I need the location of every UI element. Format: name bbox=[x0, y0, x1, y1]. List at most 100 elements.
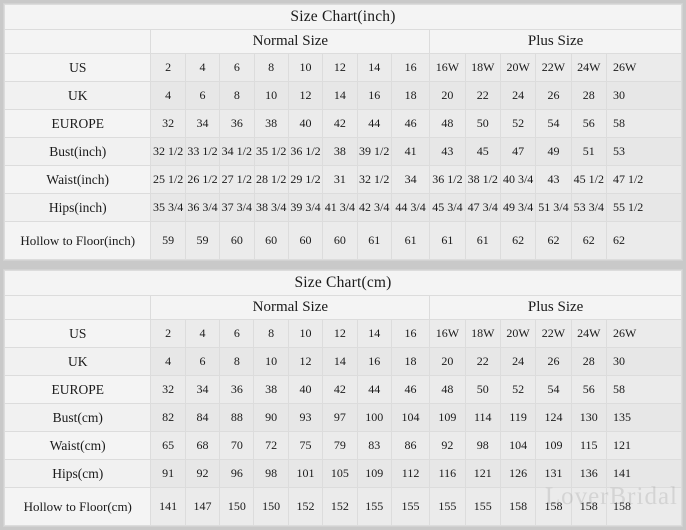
table-cell: 24 bbox=[499, 347, 537, 376]
group-header-blank bbox=[3, 295, 152, 320]
table-cell: 36 1/2 bbox=[287, 137, 324, 166]
table-cell: 30 bbox=[605, 81, 683, 110]
table-cell: 75 bbox=[287, 431, 324, 460]
table-cell: 47 3/4 bbox=[464, 193, 501, 222]
table-cell: 35 1/2 bbox=[253, 137, 289, 166]
table-row: Hollow to Floor(inch) 59 59 60 60 60 60 61 61 61 6… bbox=[3, 221, 683, 260]
row-label: Hips(cm) bbox=[3, 459, 152, 488]
table-cell: 150 bbox=[253, 487, 289, 526]
table-cell: 126 bbox=[499, 459, 537, 488]
table-row: Bust(cm) 82 84 88 90 93 97 100 104 109 114 119 124 13… bbox=[3, 403, 683, 432]
table-cell: 29 1/2 bbox=[287, 165, 324, 194]
table-cell: 35 3/4 bbox=[150, 193, 186, 222]
table-cell: 24W bbox=[570, 53, 607, 82]
table-cell: 4 bbox=[150, 347, 186, 376]
size-table-cm: Size Chart(cm) Normal Size Plus Size US 2 4 6 8… bbox=[3, 270, 683, 526]
table-cell: 62 bbox=[499, 221, 537, 260]
table-cell: 32 1/2 bbox=[150, 137, 186, 166]
row-label: US bbox=[3, 319, 152, 348]
table-cell: 37 3/4 bbox=[219, 193, 255, 222]
table-cell: 12 bbox=[322, 53, 358, 82]
table-cell: 50 bbox=[464, 109, 501, 138]
table-cell: 54 bbox=[535, 109, 572, 138]
table-cell: 86 bbox=[390, 431, 431, 460]
table-cell: 20W bbox=[499, 53, 537, 82]
group-header-row: Normal Size Plus Size bbox=[3, 295, 682, 320]
table-cell: 36 bbox=[219, 109, 255, 138]
size-chart-inch: Size Chart(inch) Normal Size Plus Size US 2 4… bbox=[3, 3, 683, 261]
table-cell: 20 bbox=[429, 81, 466, 110]
table-cell: 32 1/2 bbox=[356, 165, 392, 194]
table-cell: 56 bbox=[570, 109, 607, 138]
table-cell: 2 bbox=[150, 53, 186, 82]
table-cell: 12 bbox=[322, 319, 358, 348]
table-cell: 83 bbox=[356, 431, 392, 460]
group-header-normal-size: Normal Size bbox=[150, 295, 431, 320]
table-cell: 131 bbox=[535, 459, 572, 488]
table-cell: 2 bbox=[150, 319, 186, 348]
table-row: Hips(cm) 91 92 96 98 101 105 109 112 116 121 126 131… bbox=[3, 459, 683, 488]
table-cell: 16 bbox=[356, 347, 392, 376]
table-cell: 42 bbox=[322, 109, 358, 138]
table-cell: 8 bbox=[219, 347, 255, 376]
table-cell: 97 bbox=[322, 403, 358, 432]
group-header-plus-size: Plus Size bbox=[429, 295, 682, 320]
table-body-cm: Size Chart(cm) Normal Size Plus Size US 2 4 6 8… bbox=[3, 270, 683, 526]
table-cell: 61 bbox=[429, 221, 466, 260]
table-cell: 8 bbox=[253, 319, 289, 348]
table-cell: 22 bbox=[464, 81, 501, 110]
table-cell: 26W bbox=[605, 53, 683, 82]
table-cell: 40 bbox=[287, 109, 324, 138]
table-cell: 12 bbox=[287, 81, 324, 110]
row-label: Waist(cm) bbox=[3, 431, 152, 460]
table-cell: 40 bbox=[287, 375, 324, 404]
table-cell: 92 bbox=[184, 459, 221, 488]
row-label: EUROPE bbox=[3, 109, 152, 138]
table-cell: 32 bbox=[150, 109, 186, 138]
table-cell: 20W bbox=[499, 319, 537, 348]
table-cell: 121 bbox=[464, 459, 501, 488]
row-label: Bust(inch) bbox=[3, 137, 152, 166]
table-cell: 22W bbox=[535, 53, 572, 82]
table-cell: 50 bbox=[464, 375, 501, 404]
table-cell: 58 bbox=[605, 375, 683, 404]
table-cell: 41 bbox=[390, 137, 431, 166]
group-header-normal-size: Normal Size bbox=[150, 29, 431, 54]
table-cell: 62 bbox=[535, 221, 572, 260]
table-cell: 155 bbox=[356, 487, 392, 526]
table-cell: 115 bbox=[570, 431, 607, 460]
table-cell: 152 bbox=[322, 487, 358, 526]
table-cell: 155 bbox=[429, 487, 466, 526]
row-label: UK bbox=[3, 81, 152, 110]
row-label: US bbox=[3, 53, 152, 82]
table-cell: 26 bbox=[535, 81, 572, 110]
table-cell: 6 bbox=[184, 81, 221, 110]
table-cell: 38 bbox=[253, 109, 289, 138]
table-cell: 16W bbox=[429, 319, 466, 348]
table-row: EUROPE 32 34 36 38 40 42 44 46 48 50 52 54 56 58 bbox=[3, 375, 683, 404]
table-cell: 36 3/4 bbox=[184, 193, 221, 222]
table-cell: 34 bbox=[184, 375, 221, 404]
table-cell: 39 3/4 bbox=[287, 193, 324, 222]
table-cell: 62 bbox=[605, 221, 683, 260]
table-cell: 119 bbox=[499, 403, 537, 432]
table-cell: 52 bbox=[499, 375, 537, 404]
table-cell: 54 bbox=[535, 375, 572, 404]
table-cell: 44 3/4 bbox=[390, 193, 431, 222]
table-cell: 28 1/2 bbox=[253, 165, 289, 194]
table-cell: 98 bbox=[464, 431, 501, 460]
table-cell: 130 bbox=[570, 403, 607, 432]
table-cell: 43 bbox=[535, 165, 572, 194]
table-cell: 46 bbox=[390, 109, 431, 138]
table-cell: 36 bbox=[219, 375, 255, 404]
table-cell: 53 bbox=[605, 137, 683, 166]
table-cell: 38 1/2 bbox=[464, 165, 501, 194]
table-row: Waist(inch) 25 1/2 26 1/2 27 1/2 28 1/2 29 1/… bbox=[3, 165, 683, 194]
table-cell: 104 bbox=[390, 403, 431, 432]
table-cell: 38 bbox=[322, 137, 358, 166]
table-cell: 141 bbox=[605, 459, 683, 488]
table-cell: 8 bbox=[253, 53, 289, 82]
table-cell: 16W bbox=[429, 53, 466, 82]
group-header-row: Normal Size Plus Size bbox=[3, 29, 682, 54]
table-cell: 141 bbox=[150, 487, 186, 526]
